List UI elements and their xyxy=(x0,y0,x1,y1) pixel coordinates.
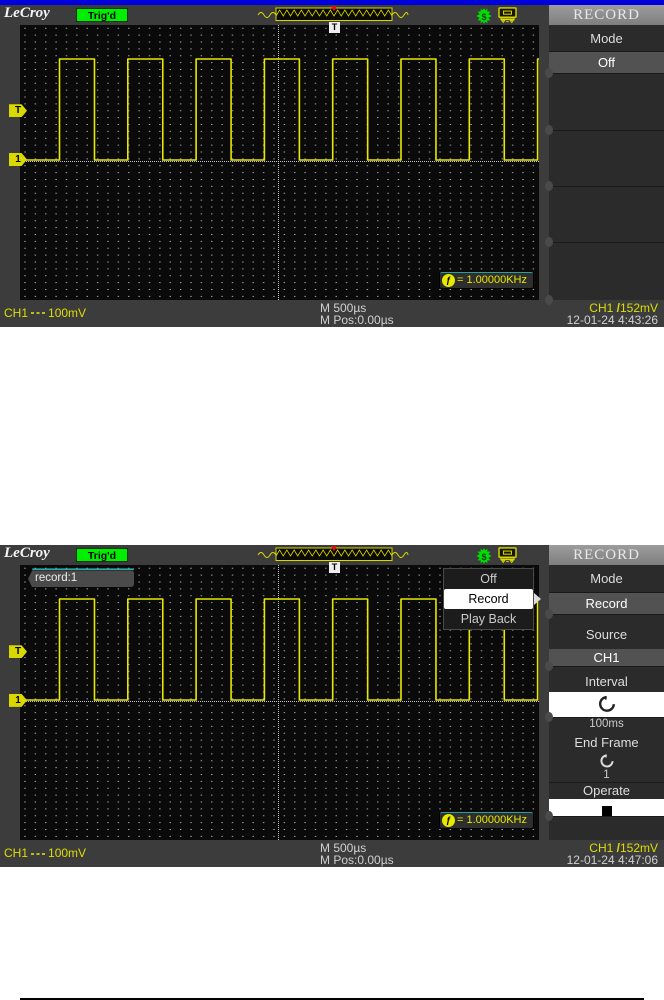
svg-text:$: $ xyxy=(481,552,486,562)
svg-text:$: $ xyxy=(481,11,486,21)
